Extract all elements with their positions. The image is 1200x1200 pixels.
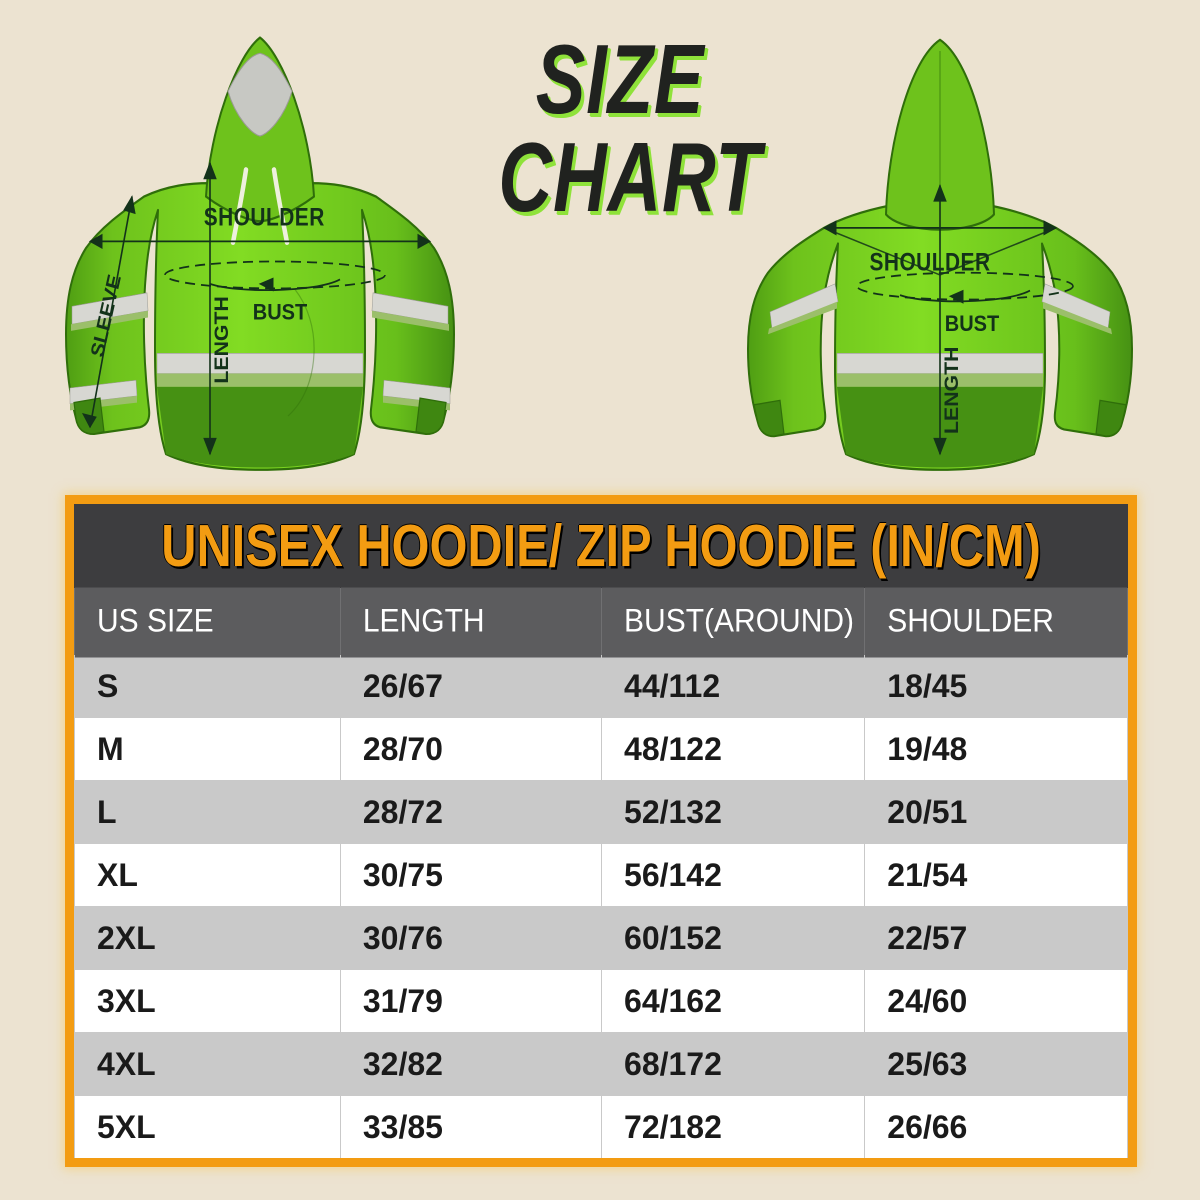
svg-text:BUST: BUST	[945, 312, 999, 336]
svg-text:LENGTH: LENGTH	[942, 347, 963, 434]
svg-text:BUST: BUST	[253, 301, 307, 325]
svg-text:LENGTH: LENGTH	[212, 296, 233, 383]
svg-text:SHOULDER: SHOULDER	[869, 248, 990, 276]
svg-text:SHOULDER: SHOULDER	[204, 203, 325, 231]
